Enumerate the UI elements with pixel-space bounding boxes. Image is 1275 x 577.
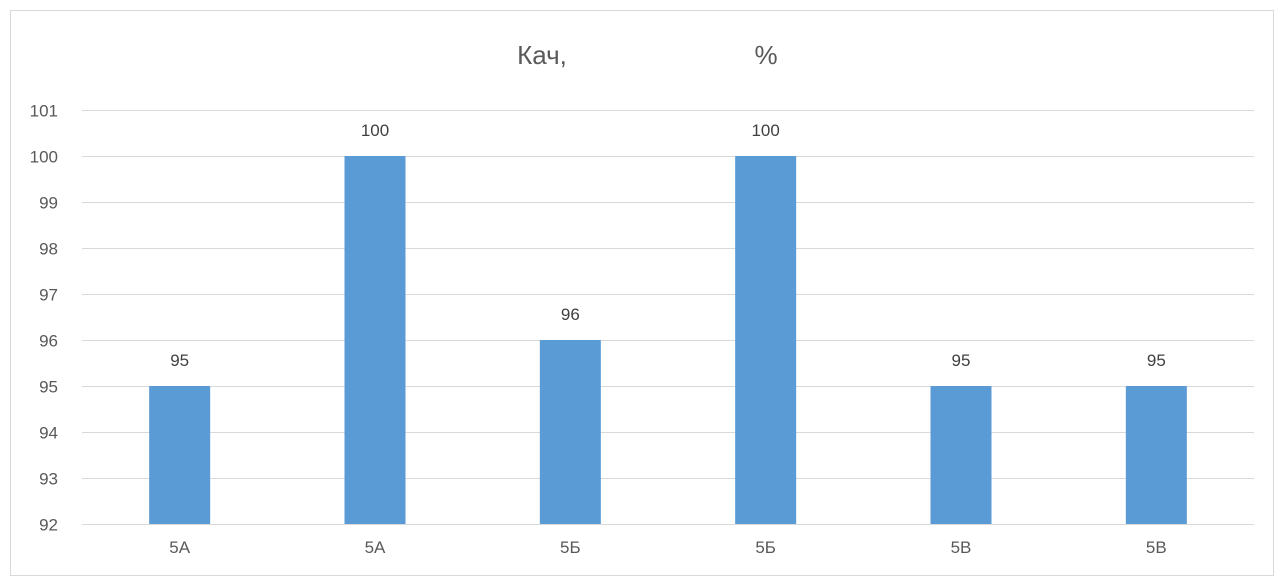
x-axis: 5А 5А 5Б 5Б 5В 5В (169, 538, 1166, 557)
chart-title-right: % (754, 40, 777, 70)
y-tick-label: 99 (39, 194, 58, 213)
data-label: 95 (170, 351, 189, 370)
y-axis: 92 93 94 95 96 97 98 99 100 101 (30, 102, 58, 535)
bar (735, 156, 797, 524)
x-tick-label: 5А (169, 538, 190, 557)
bar (1125, 386, 1187, 524)
data-labels: 95 100 96 100 95 95 (170, 121, 1166, 370)
bars (149, 156, 1187, 524)
bar (149, 386, 211, 524)
y-tick-label: 96 (39, 332, 58, 351)
gridlines (82, 110, 1254, 525)
y-tick-label: 101 (30, 102, 58, 121)
x-tick-label: 5Б (560, 538, 581, 557)
y-tick-label: 100 (30, 148, 58, 167)
x-tick-label: 5А (365, 538, 386, 557)
bar (930, 386, 992, 524)
data-label: 96 (561, 305, 580, 324)
data-label: 100 (751, 121, 779, 140)
y-tick-label: 95 (39, 378, 58, 397)
y-tick-label: 93 (39, 470, 58, 489)
bar (539, 340, 601, 524)
data-label: 100 (361, 121, 389, 140)
x-tick-label: 5Б (755, 538, 776, 557)
x-tick-label: 5В (951, 538, 972, 557)
y-tick-label: 94 (39, 424, 58, 443)
x-tick-label: 5В (1146, 538, 1167, 557)
bar (344, 156, 406, 524)
data-label: 95 (1147, 351, 1166, 370)
y-tick-label: 92 (39, 516, 58, 535)
y-tick-label: 98 (39, 240, 58, 259)
data-label: 95 (952, 351, 971, 370)
chart-title-left: Кач, (517, 40, 567, 70)
chart-area (10, 10, 1274, 576)
y-tick-label: 97 (39, 286, 58, 305)
